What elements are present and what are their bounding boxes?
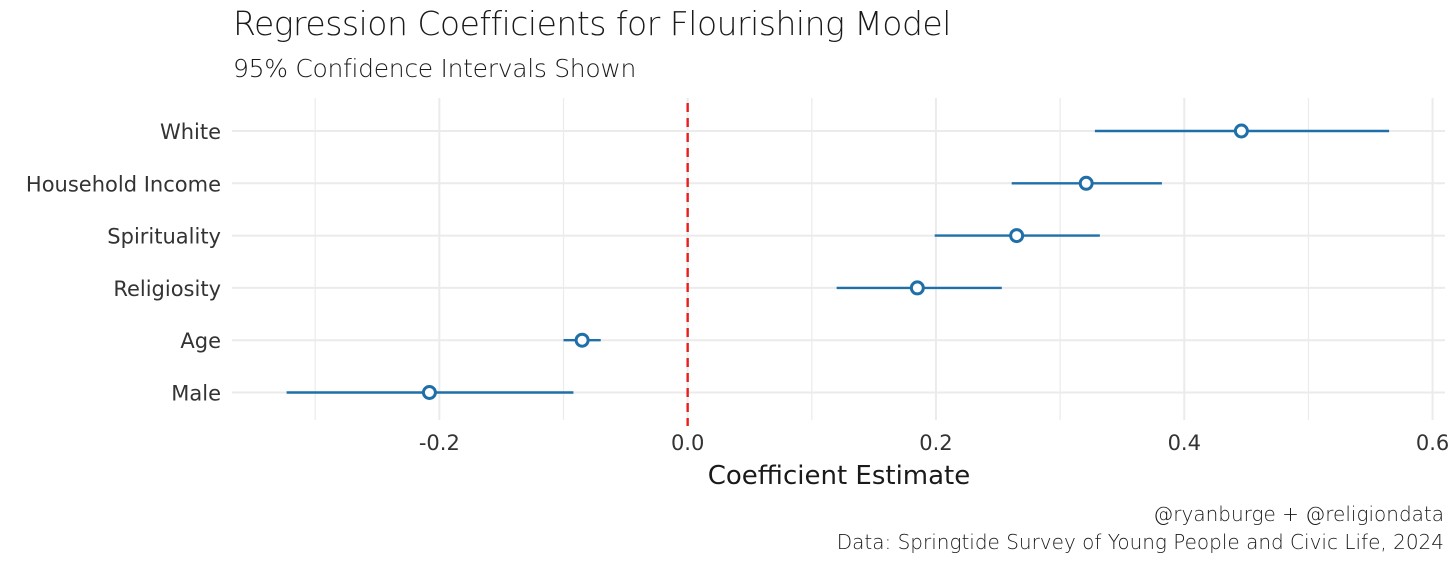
estimate-point <box>1078 175 1094 191</box>
x-tick-label: 0.0 <box>671 431 704 455</box>
caption: @ryanburge + @religiondata Data: Springt… <box>837 500 1444 556</box>
category-label: Religiosity <box>113 277 221 301</box>
estimate-point <box>1009 228 1025 244</box>
category-label: Household Income <box>26 172 221 196</box>
chart-subtitle: 95% Confidence Intervals Shown <box>233 54 637 83</box>
x-tick-label: -0.2 <box>419 431 460 455</box>
category-label: Male <box>171 382 221 406</box>
estimate-point <box>1233 123 1249 139</box>
x-tick-label: 0.6 <box>1416 431 1449 455</box>
grid-layer <box>232 98 1445 420</box>
caption-source: Data: Springtide Survey of Young People … <box>836 530 1444 554</box>
chart-title: Regression Coefficients for Flourishing … <box>233 4 951 43</box>
estimate-point <box>909 280 925 296</box>
estimate-point <box>421 385 437 400</box>
category-label: Age <box>180 329 221 353</box>
x-tick-label: 0.2 <box>919 431 952 455</box>
category-label: Spirituality <box>107 225 221 249</box>
estimate-point <box>574 332 590 348</box>
x-tick-label: 0.4 <box>1168 431 1201 455</box>
marks-layer <box>286 123 1390 400</box>
category-label: White <box>160 120 221 144</box>
x-axis-title: Coefficient Estimate <box>708 461 971 491</box>
labels-layer: White Household Income Spirituality Religio… <box>26 120 1449 455</box>
caption-credit: @ryanburge + @religiondata <box>1153 502 1444 526</box>
